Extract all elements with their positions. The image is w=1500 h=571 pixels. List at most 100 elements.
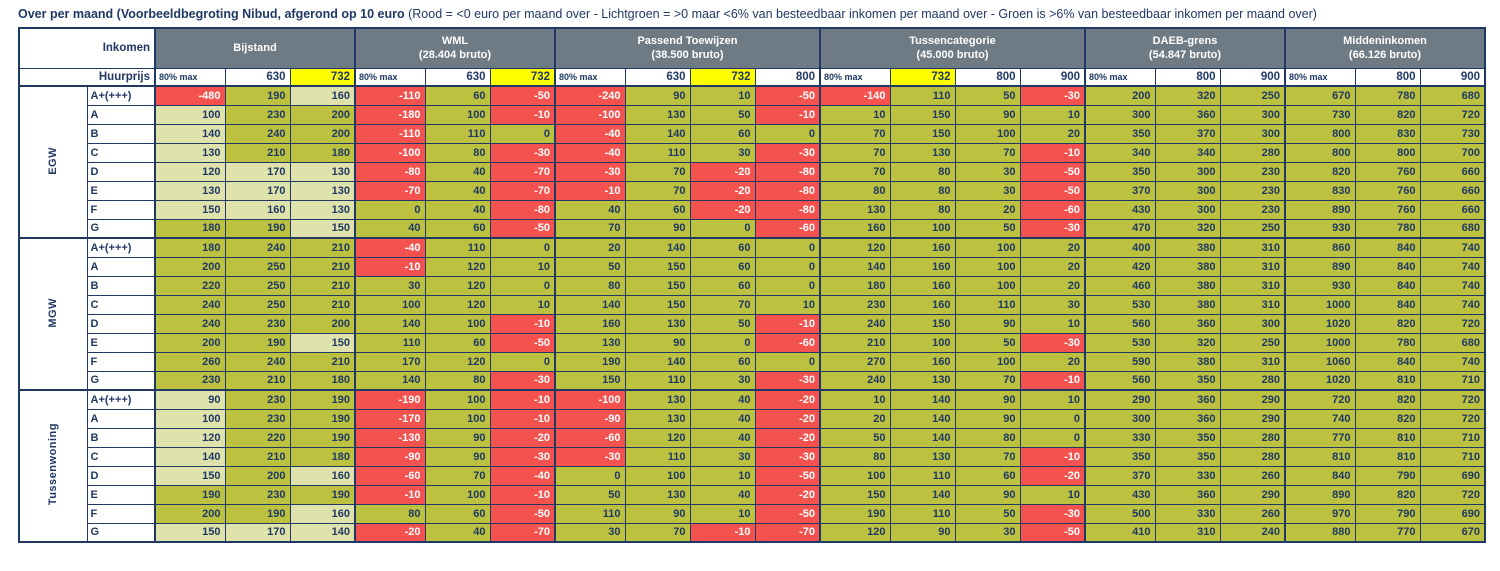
data-cell: 310: [1219, 256, 1286, 277]
data-cell: 190: [224, 85, 291, 106]
data-cell: 60: [424, 503, 491, 524]
data-cell: 120: [624, 427, 691, 448]
data-cell: 20: [1019, 237, 1086, 258]
data-cell: -10: [489, 408, 556, 429]
data-cell: 820: [1354, 389, 1421, 410]
data-cell: -80: [754, 199, 821, 220]
data-cell: 760: [1354, 199, 1421, 220]
data-cell: 70: [624, 161, 691, 182]
data-cell: 160: [889, 275, 956, 296]
data-cell: -50: [489, 218, 556, 239]
income-group-name: Bijstand: [233, 42, 277, 55]
data-cell: 930: [1284, 218, 1356, 239]
data-cell: 320: [1154, 85, 1221, 106]
data-cell: 40: [554, 199, 626, 220]
income-group-name: Tussencategorie: [909, 34, 996, 47]
data-cell: 250: [224, 256, 291, 277]
data-cell: 50: [689, 313, 756, 334]
data-cell: 100: [819, 465, 891, 486]
energy-label-cell: F: [86, 199, 156, 220]
data-cell: -40: [554, 142, 626, 163]
data-cell: 840: [1354, 351, 1421, 372]
data-cell: 130: [289, 161, 356, 182]
data-cell: 210: [289, 294, 356, 315]
data-cell: 300: [1219, 123, 1286, 144]
income-group-header: Middeninkomen (66.126 bruto): [1284, 27, 1486, 69]
table-row: F 260 240 210 170 120 0 190 140 60 0 270 160 100 20 590…: [19, 351, 1486, 372]
data-cell: 330: [1154, 465, 1221, 486]
data-cell: 80: [424, 370, 491, 391]
data-cell: 50: [954, 503, 1021, 524]
data-cell: 100: [954, 256, 1021, 277]
data-cell: 460: [1084, 275, 1156, 296]
data-cell: 840: [1354, 294, 1421, 315]
data-cell: 180: [289, 370, 356, 391]
data-cell: -20: [1019, 465, 1086, 486]
data-cell: 40: [424, 180, 491, 201]
data-cell: 680: [1419, 332, 1486, 353]
data-cell: 0: [754, 237, 821, 258]
data-cell: 300: [1219, 104, 1286, 125]
data-cell: 360: [1154, 313, 1221, 334]
data-cell: 80: [889, 161, 956, 182]
data-cell: 0: [554, 465, 626, 486]
data-cell: -30: [1019, 332, 1086, 353]
data-cell: 140: [554, 294, 626, 315]
data-cell: 290: [1219, 389, 1286, 410]
income-group-subtitle: (38.500 bruto): [651, 49, 724, 62]
data-cell: 500: [1084, 503, 1156, 524]
data-cell: 90: [624, 218, 691, 239]
data-cell: -20: [754, 408, 821, 429]
data-cell: 130: [154, 142, 226, 163]
data-cell: 130: [624, 408, 691, 429]
data-cell: 170: [224, 180, 291, 201]
data-cell: 130: [889, 446, 956, 467]
data-cell: 780: [1354, 332, 1421, 353]
data-cell: 10: [489, 294, 556, 315]
data-cell: -100: [354, 142, 426, 163]
data-cell: 90: [424, 427, 491, 448]
data-cell: -110: [354, 123, 426, 144]
data-cell: 820: [1354, 484, 1421, 505]
data-cell: 720: [1419, 408, 1486, 429]
data-cell: 30: [554, 522, 626, 543]
data-cell: 930: [1284, 275, 1356, 296]
data-cell: 110: [889, 465, 956, 486]
table-row: MGW A+(+++) 180 240 210 -40 110 0 20 140 60 0 120 160…: [18, 237, 1486, 391]
data-cell: 760: [1354, 180, 1421, 201]
data-cell: 530: [1084, 294, 1156, 315]
data-cell: -50: [754, 465, 821, 486]
data-cell: 330: [1154, 503, 1221, 524]
data-cell: 70: [954, 446, 1021, 467]
table-row: A 200 250 210 -10 120 10 50 150 60 0 140 160 100 20 420…: [19, 256, 1486, 277]
rent-header-cell: 80% max: [1284, 67, 1356, 87]
data-cell: 90: [954, 313, 1021, 334]
data-cell: 790: [1354, 465, 1421, 486]
data-cell: 20: [954, 199, 1021, 220]
data-cell: 90: [624, 85, 691, 106]
income-group-header: Bijstand: [154, 27, 356, 69]
rent-header-cell: 900: [1019, 67, 1086, 87]
data-cell: 10: [819, 389, 891, 410]
data-cell: 200: [224, 465, 291, 486]
data-cell: 210: [289, 275, 356, 296]
data-cell: 860: [1284, 237, 1356, 258]
data-cell: 970: [1284, 503, 1356, 524]
rent-header-cell: 80% max: [354, 67, 426, 87]
row-group-label-text: EGW: [47, 146, 60, 175]
data-cell: 10: [1019, 389, 1086, 410]
data-cell: -80: [754, 180, 821, 201]
data-cell: 840: [1284, 465, 1356, 486]
data-cell: 310: [1154, 522, 1221, 543]
data-cell: -60: [354, 465, 426, 486]
data-cell: 240: [224, 351, 291, 372]
data-cell: 130: [624, 313, 691, 334]
energy-label-cell: C: [86, 142, 156, 163]
data-cell: -40: [489, 465, 556, 486]
rent-corner-header: Huurprijs: [18, 67, 156, 87]
data-cell: 240: [154, 294, 226, 315]
data-cell: -90: [354, 446, 426, 467]
page-title-legend: (Rood = <0 euro per maand over - Lichtgr…: [404, 7, 1317, 21]
energy-label-cell: A: [86, 408, 156, 429]
data-cell: 240: [224, 237, 291, 258]
